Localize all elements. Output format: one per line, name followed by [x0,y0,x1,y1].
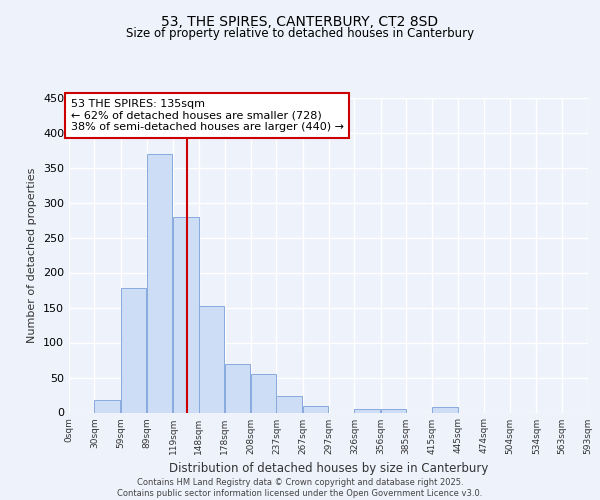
Text: 53, THE SPIRES, CANTERBURY, CT2 8SD: 53, THE SPIRES, CANTERBURY, CT2 8SD [161,15,439,29]
Bar [173,216,199,412]
Bar [225,364,250,412]
Y-axis label: Number of detached properties: Number of detached properties [28,168,37,342]
Bar [147,154,172,412]
Text: Size of property relative to detached houses in Canterbury: Size of property relative to detached ho… [126,28,474,40]
Bar [251,374,277,412]
Bar [121,288,146,412]
Bar [432,407,458,412]
Bar [94,400,120,412]
Bar [380,409,406,412]
X-axis label: Distribution of detached houses by size in Canterbury: Distribution of detached houses by size … [169,462,488,475]
Text: Contains HM Land Registry data © Crown copyright and database right 2025.
Contai: Contains HM Land Registry data © Crown c… [118,478,482,498]
Bar [199,306,224,412]
Bar [355,409,380,412]
Bar [277,396,302,412]
Bar [302,406,328,412]
Text: 53 THE SPIRES: 135sqm
← 62% of detached houses are smaller (728)
38% of semi-det: 53 THE SPIRES: 135sqm ← 62% of detached … [71,99,344,132]
